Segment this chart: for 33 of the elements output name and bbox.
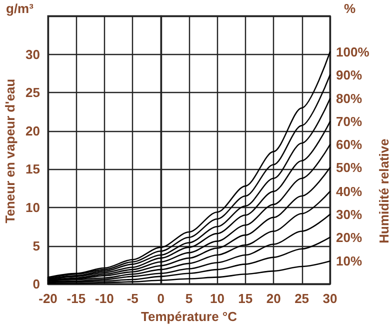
x-tick-label: 0 bbox=[157, 291, 164, 306]
x-axis-title: Température °C bbox=[141, 309, 238, 324]
x-tick-label: -20 bbox=[38, 291, 58, 306]
series-label: 80% bbox=[336, 91, 362, 106]
y2-axis-title: Humidité relative bbox=[376, 138, 391, 244]
series-label: 40% bbox=[336, 184, 362, 199]
x-tick-label: 15 bbox=[238, 291, 253, 306]
series-label: 20% bbox=[336, 230, 362, 245]
x-tick-label: 10 bbox=[210, 291, 224, 306]
series-label: 30% bbox=[336, 206, 362, 222]
series-label: 90% bbox=[336, 67, 362, 82]
y-tick-label: 20 bbox=[26, 123, 40, 138]
y-tick-label: 30 bbox=[26, 46, 40, 62]
x-tick-label: 5 bbox=[185, 291, 193, 306]
series-label: 10% bbox=[336, 254, 362, 269]
y-tick-label: 25 bbox=[26, 85, 40, 100]
y-tick-label: 10 bbox=[26, 200, 40, 215]
x-tick-label: -15 bbox=[66, 291, 86, 306]
y-tick-label: 5 bbox=[32, 238, 40, 254]
x-tick-label: 30 bbox=[322, 291, 338, 306]
series-label: 60% bbox=[336, 137, 362, 152]
x-tick-label: 25 bbox=[294, 291, 310, 306]
text: g/m³ bbox=[6, 1, 34, 16]
x-tick-label: -10 bbox=[95, 291, 114, 306]
x-tick-label: -5 bbox=[126, 291, 138, 306]
x-tick-label: 20 bbox=[266, 291, 281, 306]
text: % bbox=[344, 1, 356, 16]
y-axis-title: Teneur en vapeur d'eau bbox=[2, 78, 18, 224]
series-label: 50% bbox=[336, 160, 362, 176]
series-label: 70% bbox=[336, 114, 362, 130]
y-tick-label: 15 bbox=[26, 162, 40, 177]
y-tick-label: 0 bbox=[32, 276, 40, 292]
series-label: 100% bbox=[336, 44, 370, 60]
